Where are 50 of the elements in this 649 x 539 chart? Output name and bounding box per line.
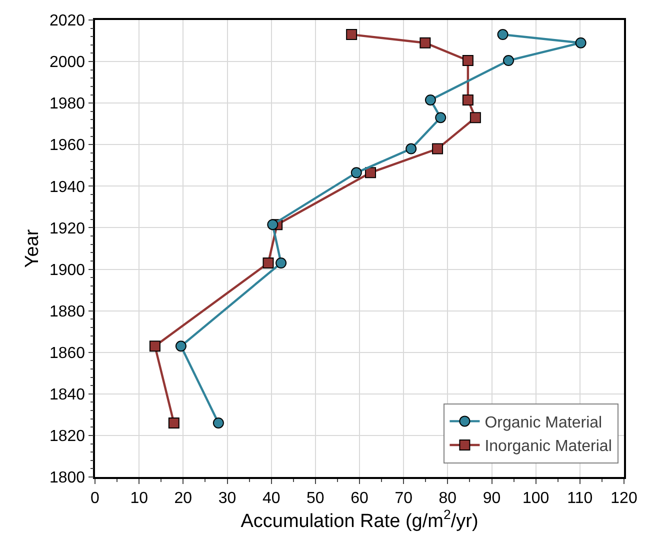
x-tick-label: 30 [218,490,236,507]
x-tick-label: 60 [350,490,368,507]
x-tick-label: 70 [394,490,413,507]
y-axis-title: Year [22,228,43,268]
y-tick-label: 1940 [49,178,86,196]
point [175,340,186,352]
x-tick-label: 40 [262,490,280,507]
y-tick-label: 1900 [49,262,86,279]
point [503,55,514,66]
point [424,94,436,106]
x-tick-label: 110 [567,490,593,507]
point [346,29,358,40]
x-tick-label: 50 [306,490,324,507]
x-axis-title: Accumulation Rate (g/m$^{2}$/yr) [240,506,478,532]
x-tick-label: 120 [610,490,638,507]
point [365,167,376,178]
y-tick-label: 1920 [49,220,86,238]
point [262,258,274,269]
point [149,340,160,352]
point [350,167,362,178]
x-tick-label: 80 [438,490,457,507]
y-tick-label: 1880 [49,303,86,320]
point [432,143,444,154]
point [168,417,180,428]
x-tick-label: 20 [174,490,192,507]
y-tick-label: 1960 [49,137,86,154]
x-tick-label: 10 [130,490,148,507]
y-tick-label: 1820 [49,428,86,446]
y-tick-label: 1840 [49,386,86,404]
y-tick-label: 1860 [49,344,86,362]
point [276,258,287,269]
point [462,94,474,106]
point [462,55,474,66]
x-tick-label: 0 [90,490,100,507]
y-tick-label: 2000 [49,54,86,72]
legend-label: Organic Material [484,414,602,432]
x-tick-label: 100 [522,490,550,507]
y-tick-label: 1800 [49,470,86,487]
point [470,112,481,124]
point [212,417,224,428]
point [420,37,431,48]
point [406,143,417,154]
point [497,29,508,40]
legend-label: Inorganic Material [484,438,612,456]
point [435,112,446,124]
y-tick-label: 2020 [49,12,86,30]
point [575,37,586,48]
y-tick-label: 1980 [49,96,86,113]
point [267,219,278,230]
x-tick-label: 90 [482,490,501,507]
